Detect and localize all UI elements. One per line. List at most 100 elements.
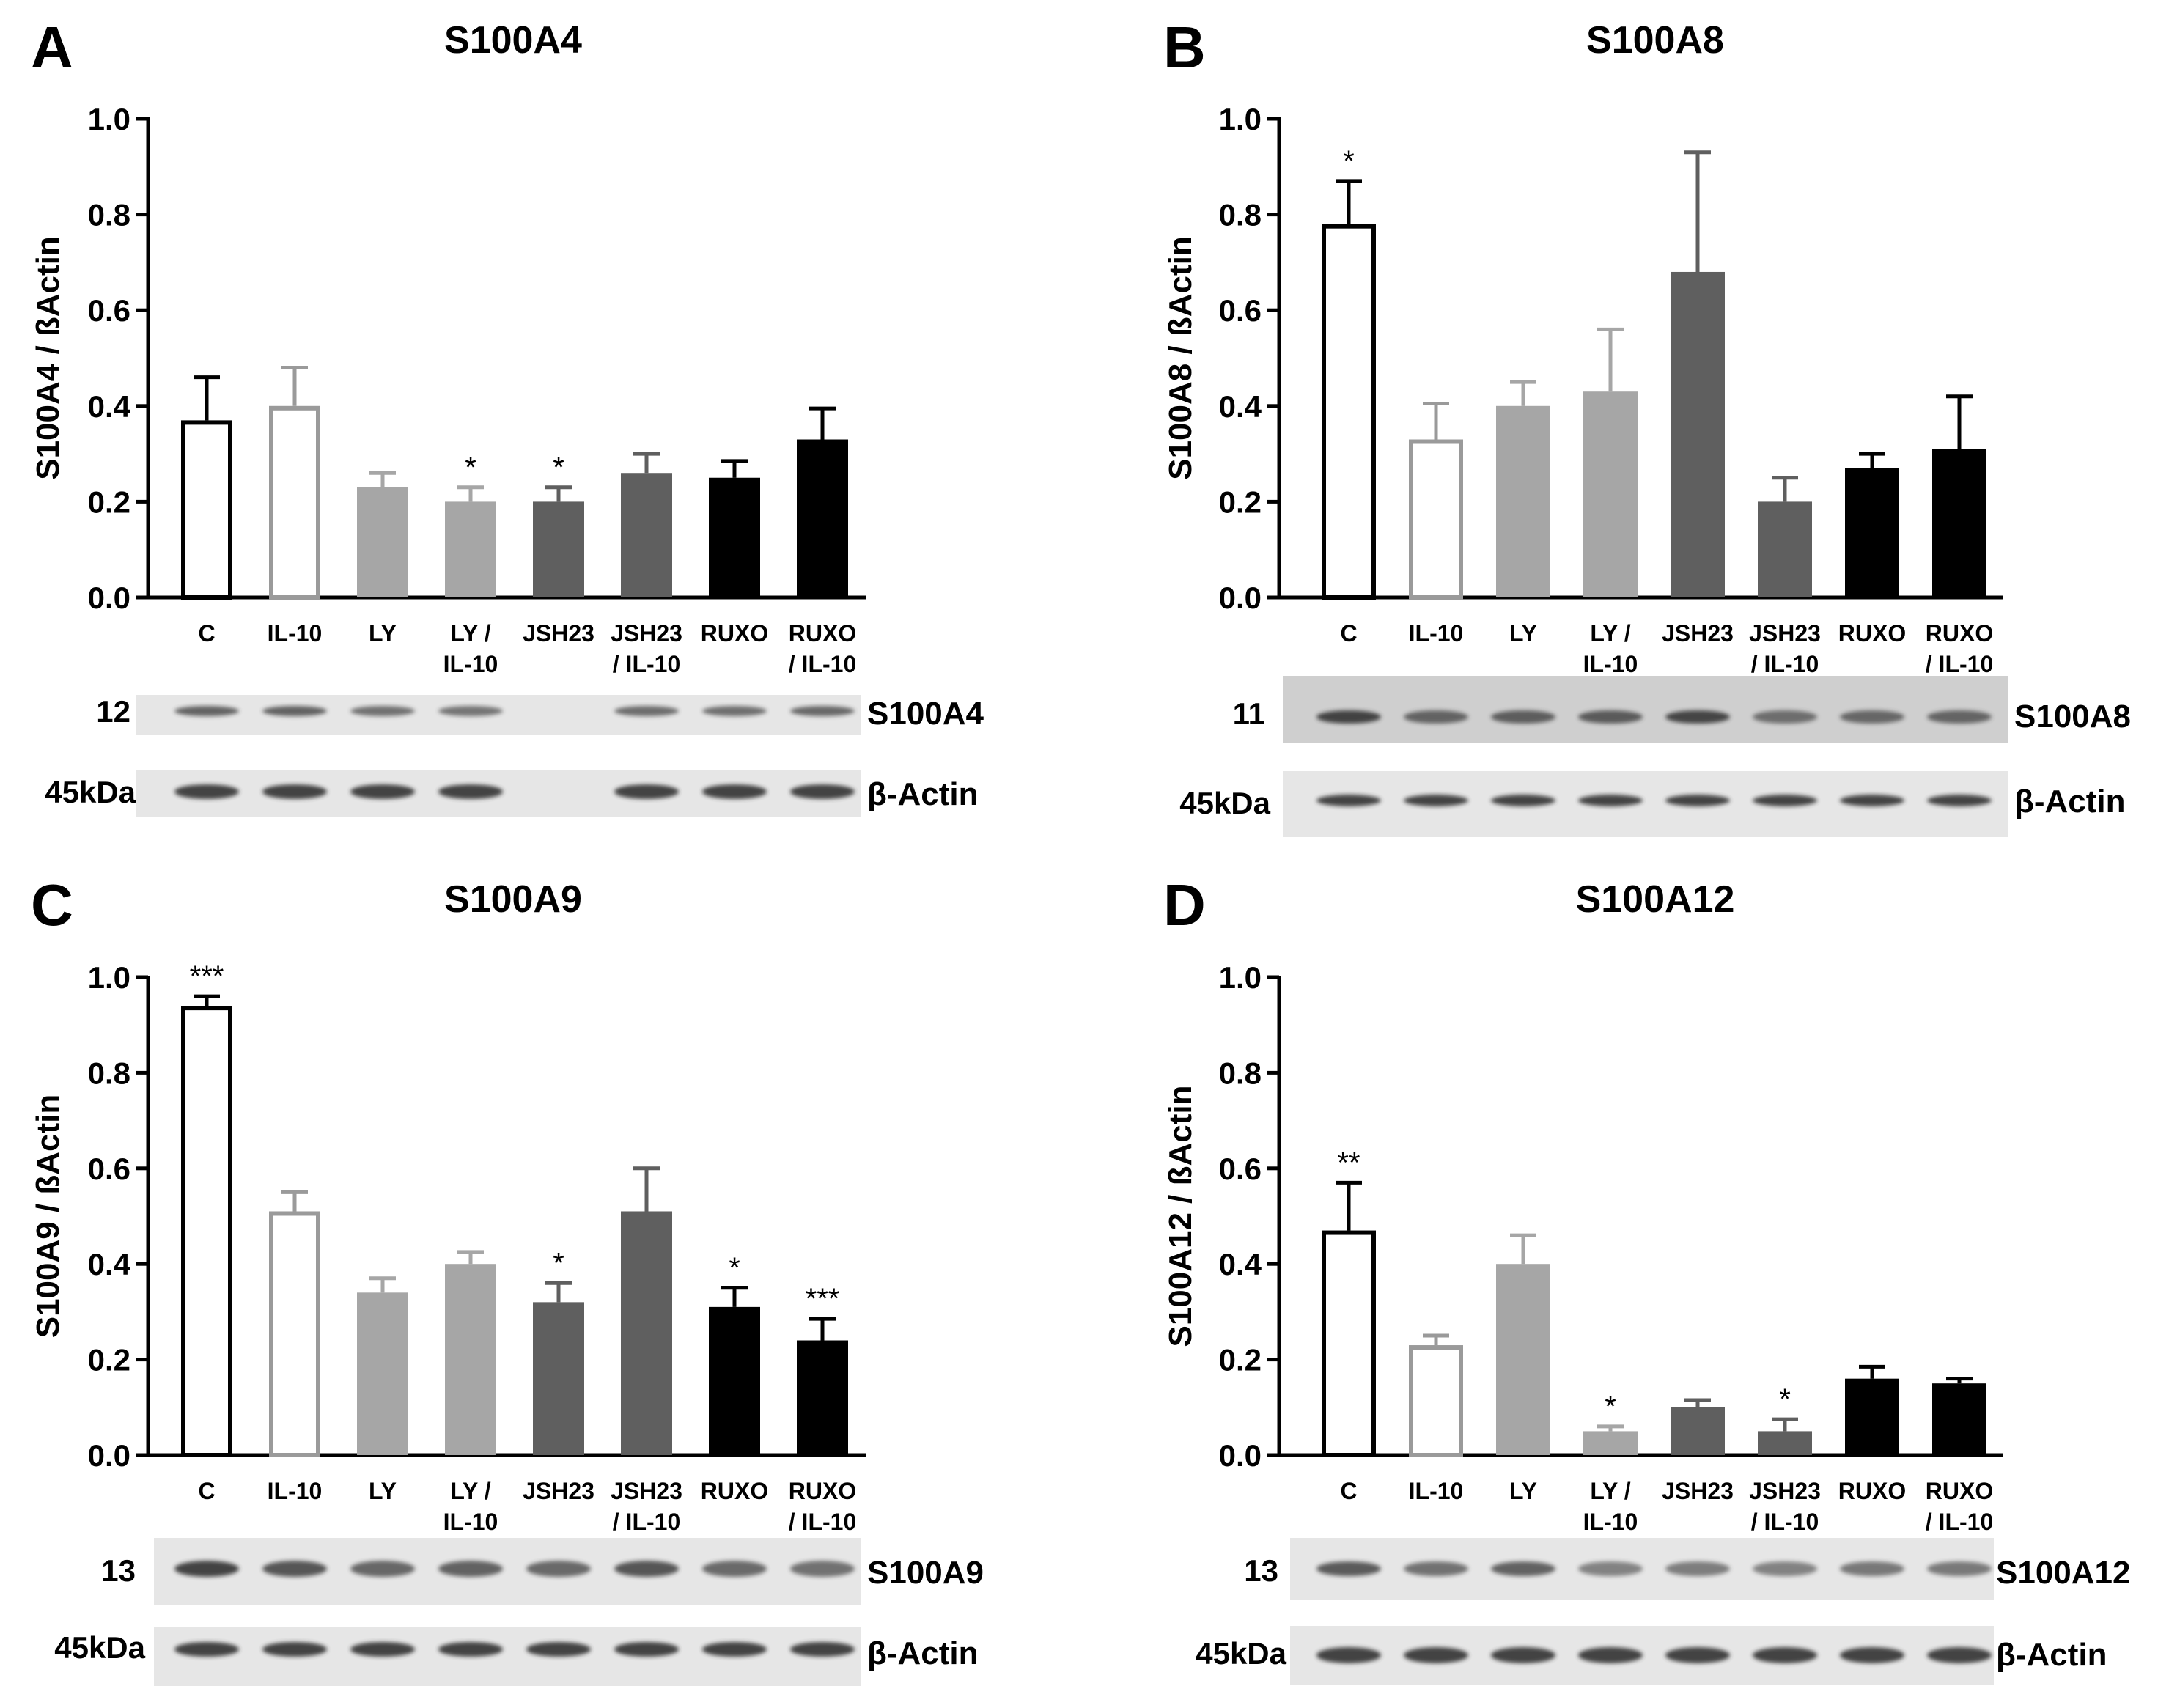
y-tick-label: 0.6 [1219, 1152, 1262, 1186]
target-band [1753, 1561, 1817, 1576]
western-blot [154, 1538, 861, 1686]
target-mw-label: 13 [101, 1553, 136, 1588]
x-tick-label: LY [369, 1478, 397, 1504]
actin-blot-strip [1283, 771, 2008, 837]
bar-jsh23 [533, 501, 584, 597]
actin-band [790, 1642, 855, 1657]
target-protein-label: S100A8 [2014, 699, 2131, 735]
x-tick-label: RUXO [701, 1478, 768, 1504]
target-band [262, 706, 327, 716]
target-band [174, 706, 239, 716]
actin-band [1404, 1647, 1468, 1663]
bar-jsh23 [1671, 271, 1725, 597]
bar-ruxo [1845, 1378, 1899, 1455]
actin-band [438, 784, 503, 799]
target-band [438, 1561, 503, 1577]
x-tick-label: C [198, 1478, 215, 1504]
y-tick-label: 0.6 [88, 1152, 130, 1186]
bar-ly [357, 1292, 408, 1455]
target-band [790, 706, 855, 716]
y-tick-label: 0.4 [88, 389, 131, 424]
panel-b: B S100A8 0.0 0.2 0.4 0.6 0.8 1.0 S100A8 / ßAct… [1163, 15, 2131, 837]
actin-band [1753, 1647, 1817, 1663]
actin-band [174, 784, 239, 799]
bar-ruxo-il-10 [1932, 449, 1986, 597]
target-band [350, 706, 415, 716]
bar-ly-il-10 [445, 501, 496, 597]
bar-jsh23 [533, 1302, 584, 1455]
target-protein-label: S100A12 [1996, 1555, 2130, 1591]
bar-ly [1496, 405, 1550, 597]
bar-il-10 [1409, 1345, 1463, 1458]
bar-c [1322, 1230, 1376, 1458]
y-tick-label: 0.2 [88, 1343, 130, 1377]
bar-c [181, 1006, 232, 1457]
x-tick-label: RUXO [789, 620, 856, 647]
x-tick-label: LY [1509, 620, 1537, 647]
actin-label: β-Actin [867, 1635, 979, 1671]
x-tick-label: LY [369, 620, 397, 647]
bar-ly-il-10 [445, 1264, 496, 1455]
x-tick-label: LY / [450, 1478, 490, 1504]
bar-ruxo-il-10 [797, 439, 848, 597]
panel-title: S100A9 [444, 878, 582, 921]
x-tick-label: IL-10 [268, 1478, 323, 1504]
x-tick-label: / IL-10 [1751, 651, 1819, 677]
target-band [1665, 1561, 1730, 1576]
target-band [174, 1561, 239, 1577]
x-tick-label: JSH23 [1749, 620, 1821, 647]
y-tick-label: 1.0 [1219, 102, 1262, 136]
target-protein-label: S100A4 [867, 696, 984, 732]
actin-band [174, 1642, 239, 1657]
actin-band [526, 1642, 591, 1657]
panel-title: S100A12 [1576, 878, 1735, 921]
bar-c [181, 420, 232, 600]
x-tick-label: JSH23 [1662, 1478, 1734, 1504]
y-tick-label: 0.4 [1219, 1247, 1262, 1281]
x-tick-label: / IL-10 [613, 1509, 680, 1535]
y-tick-label: 0.0 [1219, 1438, 1262, 1473]
western-blot [1290, 1538, 1994, 1685]
actin-label: β-Actin [1996, 1637, 2107, 1673]
x-tick-label: RUXO [1838, 1478, 1906, 1504]
actin-band [1665, 1647, 1730, 1663]
target-band [1404, 710, 1468, 724]
target-band [1578, 710, 1643, 724]
actin-band [614, 1642, 679, 1657]
western-blot [1283, 676, 2008, 837]
x-tick-label: RUXO [789, 1478, 856, 1504]
target-band [614, 706, 679, 716]
actin-mw-label: 45kDa [54, 1630, 145, 1665]
bar-chart: 0.0 0.2 0.4 0.6 0.8 1.0 S100A8 / ßActin * C IL-10… [1163, 102, 2003, 677]
bar-ruxo [1845, 468, 1899, 597]
actin-band [1927, 1647, 1992, 1663]
x-tick-label: IL-10 [443, 651, 498, 677]
target-band [1578, 1561, 1643, 1576]
y-axis-label: S100A4 / ßActin [30, 236, 66, 480]
x-tick-label: RUXO [1926, 1478, 1993, 1504]
target-mw-label: 12 [96, 694, 130, 729]
actin-band [1840, 1647, 1904, 1663]
panel-letter: D [1163, 872, 1206, 938]
x-tick-label: LY / [1590, 1478, 1630, 1504]
y-tick-label: 0.2 [1219, 485, 1262, 519]
x-tick-label: RUXO [1838, 620, 1906, 647]
actin-label: β-Actin [867, 776, 979, 812]
panel-letter: B [1163, 15, 1206, 80]
target-band [614, 1561, 679, 1577]
x-tick-label: C [1340, 1478, 1357, 1504]
bar-ly-il-10 [1583, 1431, 1638, 1455]
bar-ruxo [709, 477, 760, 597]
bar-ly [357, 487, 408, 597]
y-tick-label: 0.6 [88, 293, 130, 328]
significance-marker: ** [1337, 1146, 1360, 1179]
x-tick-label: / IL-10 [1926, 651, 1993, 677]
y-tick-label: 0.2 [1219, 1343, 1262, 1377]
actin-blot-strip [154, 1627, 861, 1686]
actin-band [1491, 795, 1555, 806]
bar-il-10 [269, 405, 320, 600]
x-tick-label: IL-10 [268, 620, 323, 647]
bar-jsh23-il-10 [621, 473, 672, 597]
actin-band [1665, 795, 1730, 806]
